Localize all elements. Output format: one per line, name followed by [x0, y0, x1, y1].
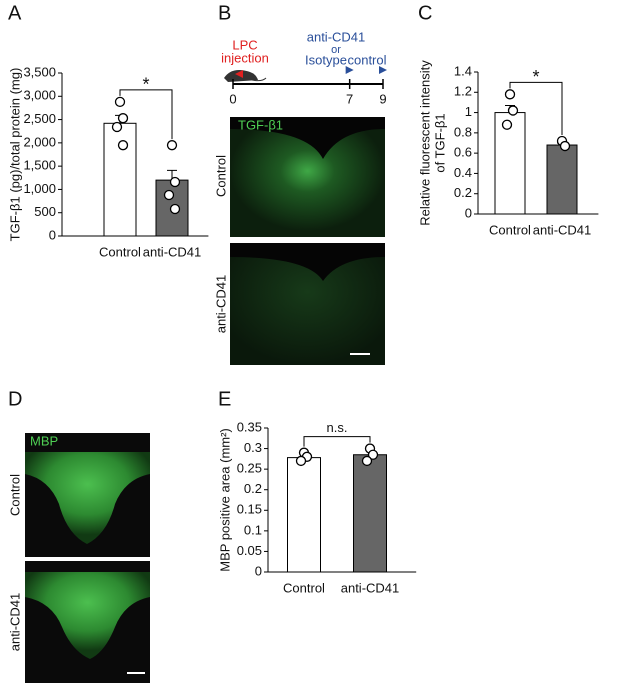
timeline-day: 0 — [229, 91, 236, 106]
significance-bracket — [303, 436, 371, 447]
micrograph-edge — [230, 243, 385, 281]
y-axis-label: Relative fluorescent intensity — [417, 60, 432, 226]
y-axis-label: MBP positive area (mm²) — [217, 428, 232, 572]
y-tick-label: 0 — [255, 563, 262, 578]
panel-letter: E — [218, 388, 231, 410]
row-label: Control — [213, 155, 228, 197]
timeline-day: 7 — [346, 91, 353, 106]
data-point — [111, 121, 123, 133]
bar — [546, 144, 578, 215]
panel-letter: B — [218, 2, 231, 24]
data-point — [117, 113, 129, 124]
y-tick-label: 0 — [49, 227, 56, 242]
row-label: anti-CD41 — [7, 593, 22, 652]
x-tick-label: Control — [99, 244, 141, 259]
bar — [353, 454, 387, 573]
y-tick-label: 0.4 — [454, 165, 472, 180]
data-point — [504, 89, 516, 100]
treatment-label: anti-CD41 — [307, 29, 366, 44]
x-tick-label: anti-CD41 — [143, 244, 202, 259]
timeline: LPC injection anti-CD41 or Isotype contr… — [221, 29, 387, 106]
data-point — [507, 105, 519, 116]
significance-label: n.s. — [327, 420, 348, 435]
y-axis-label: TGF-β1 (pg)/total protein (mg) — [7, 68, 22, 242]
treatment-label: or — [331, 44, 341, 56]
significance-label: * — [142, 75, 149, 95]
treatment-label: control — [347, 52, 386, 67]
y-tick-label: 0.2 — [244, 481, 262, 496]
micrograph-tissue — [25, 452, 150, 544]
injection-label: LPC — [232, 37, 257, 52]
y-tick-label: 0 — [465, 205, 472, 220]
data-point — [114, 96, 126, 108]
significance-bracket — [119, 89, 173, 140]
treatment-label: Isotype — [305, 52, 347, 67]
y-tick-label: 1,500 — [23, 158, 56, 173]
injection-arrow — [235, 70, 243, 78]
y-tick-label: 0.6 — [454, 145, 472, 160]
x-tick-label: anti-CD41 — [533, 222, 592, 237]
stain-label: TGF-β1 — [238, 117, 283, 132]
bar-chart: 0 500 1,000 1,500 2,000 2,500 3,000 3,500TGF-β1… — [7, 64, 209, 259]
x-tick-label: Control — [283, 580, 325, 595]
stain-label: MBP — [30, 433, 58, 448]
panel-letter: A — [8, 2, 22, 24]
data-point — [117, 140, 129, 151]
y-tick-label: 0.8 — [454, 124, 472, 139]
data-point — [169, 203, 181, 215]
y-tick-label: 2,500 — [23, 111, 56, 126]
y-tick-label: 0.25 — [237, 461, 262, 476]
y-tick-label: 1.2 — [454, 84, 472, 99]
panel-letter: C — [418, 2, 432, 24]
data-point — [559, 140, 571, 152]
x-tick-label: Control — [489, 222, 531, 237]
data-point — [361, 455, 373, 467]
significance-label: * — [532, 67, 539, 87]
data-point — [166, 140, 178, 151]
y-tick-label: 2,000 — [23, 134, 56, 149]
injection-label: injection — [221, 50, 269, 65]
data-point — [367, 449, 379, 460]
timeline-day: 9 — [379, 91, 386, 106]
mouse-tail — [251, 77, 267, 82]
y-tick-label: 500 — [34, 204, 56, 219]
data-point — [163, 189, 175, 201]
micrograph-edge — [230, 117, 385, 159]
panel-letter: D — [8, 388, 22, 410]
x-tick-label: anti-CD41 — [341, 580, 400, 595]
significance-bracket — [509, 81, 563, 135]
y-tick-label: 3,000 — [23, 88, 56, 103]
y-tick-label: 0.05 — [237, 543, 262, 558]
treatment-arrow — [345, 66, 354, 74]
data-point — [295, 455, 307, 467]
y-tick-label: 0.3 — [244, 440, 262, 455]
row-label: anti-CD41 — [213, 275, 228, 334]
y-axis-label: of TGF-β1 — [432, 113, 447, 172]
row-label: Control — [7, 474, 22, 516]
y-tick-label: 1 — [465, 104, 472, 119]
bar-chart: 0 0.05 0.1 0.15 0.2 0.25 0.3 0.35 MBP positive a… — [217, 419, 417, 595]
y-tick-label: 0.15 — [237, 502, 262, 517]
data-point — [169, 176, 181, 188]
bar — [103, 122, 137, 237]
y-tick-label: 0.2 — [454, 185, 472, 200]
data-point — [501, 119, 513, 130]
micrograph-tissue — [25, 572, 150, 659]
y-tick-label: 0.35 — [237, 419, 262, 434]
y-tick-label: 1,000 — [23, 181, 56, 196]
y-tick-label: 1.4 — [454, 63, 472, 78]
y-tick-label: 3,500 — [23, 64, 56, 79]
bar — [494, 112, 526, 215]
bar — [287, 457, 321, 573]
treatment-arrow — [379, 66, 387, 74]
bar-chart: 0 0.2 0.4 0.6 0.8 1 1.2 1.4 Relative fluorescent… — [417, 60, 599, 237]
y-tick-label: 0.1 — [244, 522, 262, 537]
